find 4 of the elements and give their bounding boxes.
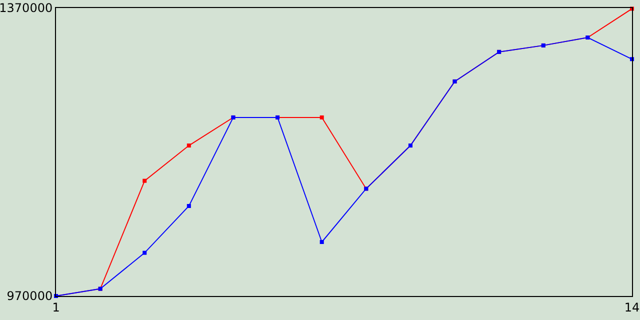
y-tick-label: 970000 [6, 289, 53, 304]
x-tick-label: 14 [624, 300, 640, 314]
x-tick-label: 1 [52, 300, 60, 314]
y-tick-label: 1370000 [0, 1, 53, 16]
